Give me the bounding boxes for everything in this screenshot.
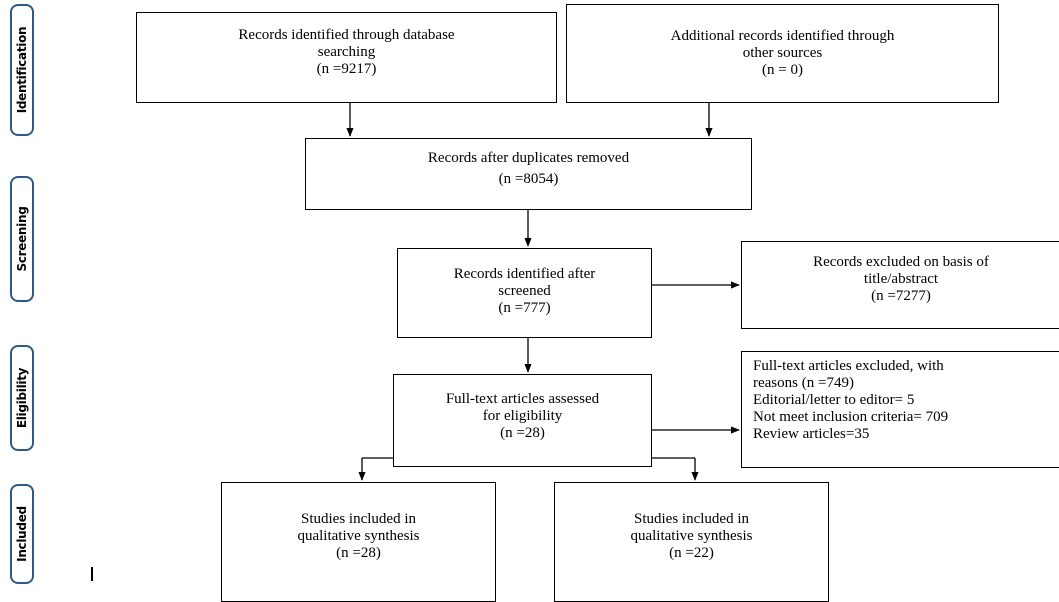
box-text: Studies included in [301,511,416,527]
box-included-right: Studies included in qualitative synthesi… [554,482,829,602]
box-text: Additional records identified through [670,28,895,44]
box-text: Editorial/letter to editor= 5 [753,392,915,408]
box-text: (n =9217) [316,61,377,77]
box-text: (n =28) [336,545,381,561]
box-text: Not meet inclusion criteria= 709 [753,409,949,425]
box-fulltext-assessed: Full-text articles assessed for eligibil… [393,374,652,467]
box-text: Records identified after [453,266,596,282]
box-included-left: Studies included in qualitative synthesi… [221,482,496,602]
stage-eligibility: Eligibility [10,345,34,451]
text-cursor [91,567,93,581]
box-after-duplicates: Records after duplicates removed (n =805… [305,138,752,210]
box-text: screened [498,283,551,299]
box-text: Studies included in [634,511,749,527]
box-text: (n =777) [498,300,551,316]
box-text: (n = 0) [762,62,803,78]
box-text: other sources [742,45,823,61]
box-text: (n =8054) [498,171,559,187]
box-text: searching [317,44,376,60]
box-text: Records identified through database [238,27,455,43]
box-text: Records excluded on basis of [813,254,989,270]
stage-screening: Screening [10,176,34,302]
stage-included: Included [10,484,34,584]
box-text: qualitative synthesis [630,528,753,544]
box-text: Full-text articles assessed [445,391,600,407]
box-text: Full-text articles excluded, with [753,358,944,374]
box-database-records: Records identified through database sear… [136,12,557,103]
box-text: (n =7277) [871,288,931,304]
box-fulltext-excluded: Full-text articles excluded, with reason… [741,351,1059,468]
box-text: for eligibility [482,408,563,424]
box-text: qualitative synthesis [297,528,420,544]
box-text: (n =22) [669,545,714,561]
box-text: (n =28) [500,425,545,441]
box-after-screening: Records identified after screened (n =77… [397,248,652,338]
box-text: title/abstract [863,271,939,287]
box-text: reasons (n =749) [753,375,854,391]
box-excluded-title-abstract: Records excluded on basis of title/abstr… [741,241,1059,329]
box-other-sources: Additional records identified through ot… [566,4,999,103]
box-text: Records after duplicates removed [427,150,630,166]
box-text: Review articles=35 [753,426,870,442]
stage-identification: Identification [10,4,34,136]
